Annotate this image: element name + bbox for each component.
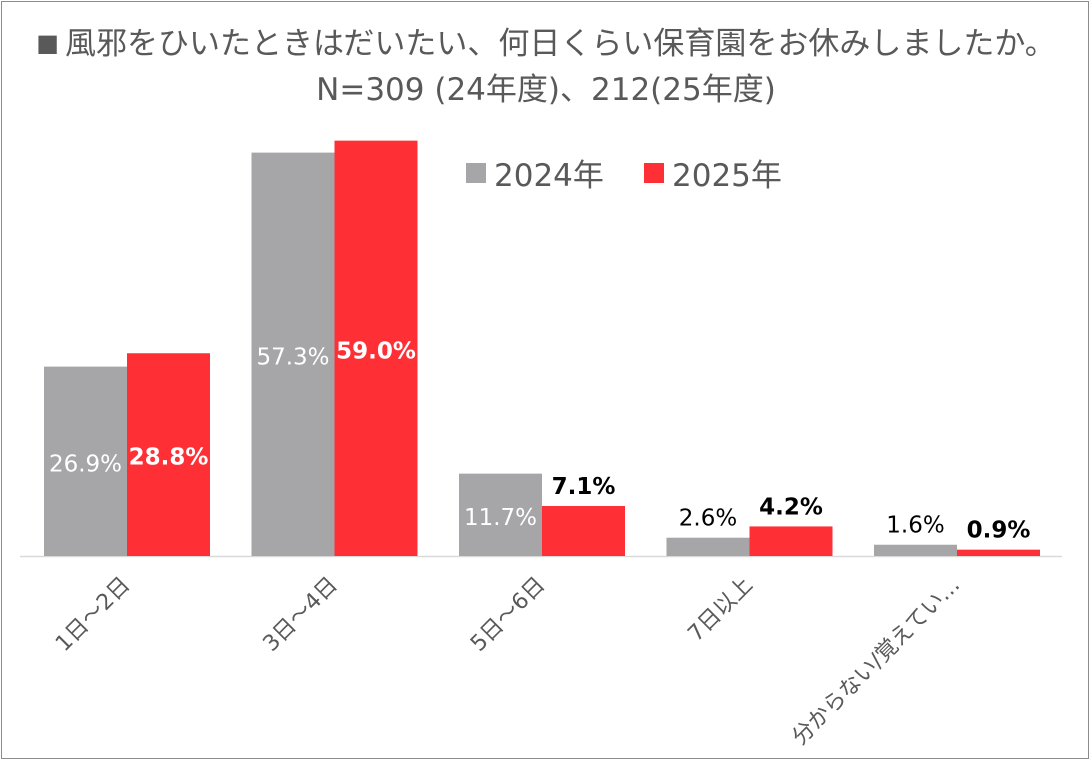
- data-label-2025年-2: 59.0%: [336, 338, 416, 364]
- category-label-1: 1日～2日: [51, 573, 135, 657]
- bar-2025年-4: [749, 526, 833, 556]
- bar-2025年-5: [957, 549, 1040, 556]
- chart-title-text: 風邪をひいたときはだいたい、何日くらい保育園をお休みしましたか。: [64, 26, 1056, 62]
- data-label-2025年-1: 28.8%: [129, 445, 209, 471]
- category-label-5: 分からない/覚えてい…: [788, 573, 966, 751]
- legend-swatch-2024: [466, 162, 486, 183]
- legend-label-2024: 2024年: [494, 158, 604, 194]
- category-label-3: 5日～6日: [466, 573, 550, 657]
- legend-item-2025: 2025年: [644, 150, 782, 195]
- category-label-4: 7日以上: [683, 573, 757, 647]
- data-label-2025年-5: 0.9%: [967, 518, 1031, 544]
- legend-label-2025: 2025年: [672, 158, 782, 194]
- data-label-2024年-4: 2.6%: [679, 506, 737, 532]
- bar-2024年-5: [874, 544, 957, 556]
- data-label-2024年-1: 26.9%: [49, 451, 122, 477]
- data-label-2024年-5: 1.6%: [886, 513, 944, 539]
- bar-2024年-1: [44, 366, 127, 556]
- data-label-2025年-4: 4.2%: [759, 494, 823, 520]
- bar-2025年-1: [127, 353, 210, 556]
- bar-2024年-2: [251, 152, 335, 556]
- legend-item-2024: 2024年: [466, 150, 604, 195]
- category-label-2: 3日～4日: [259, 573, 343, 657]
- legend-swatch-2025: [644, 162, 664, 183]
- bar-2025年-2: [334, 140, 418, 556]
- bar-2024年-4: [666, 537, 750, 556]
- data-label-2024年-2: 57.3%: [256, 344, 329, 370]
- title-marker-icon: ■: [36, 29, 59, 57]
- chart-title: ■ 風邪をひいたときはだいたい、何日くらい保育園をお休みしましたか。: [0, 18, 1092, 63]
- data-label-2024年-3: 11.7%: [464, 505, 537, 531]
- data-label-2025年-3: 7.1%: [552, 474, 616, 500]
- chart-subtitle: N=309 (24年度)、212(25年度): [316, 72, 776, 108]
- bar-2024年-3: [459, 473, 542, 556]
- bar-2025年-3: [542, 506, 625, 556]
